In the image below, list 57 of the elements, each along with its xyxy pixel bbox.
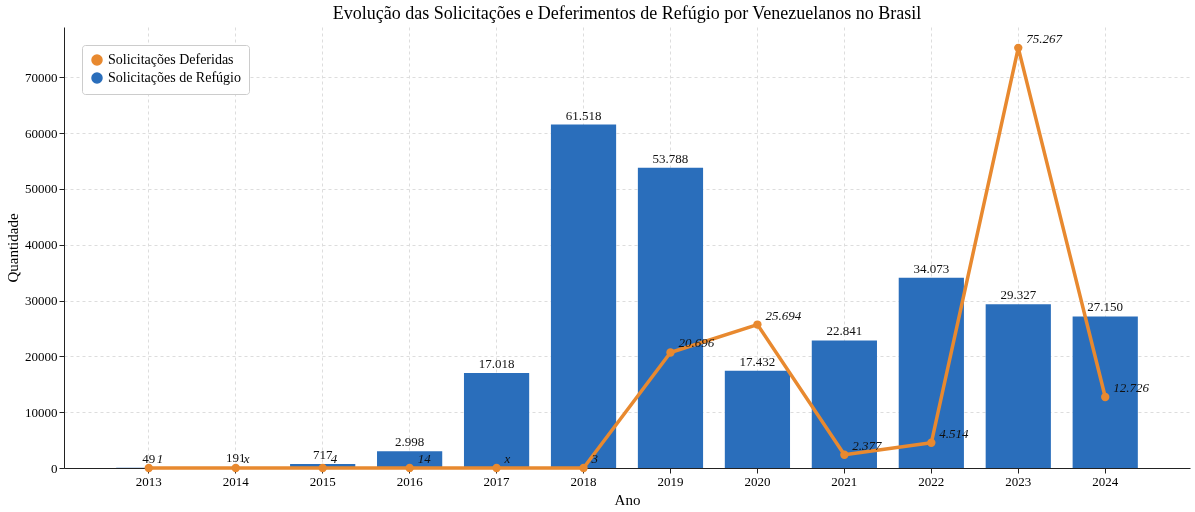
data-label: 17.432	[739, 353, 776, 369]
point	[1101, 392, 1110, 402]
point	[405, 463, 414, 473]
y-axis-title: Quantidade	[5, 213, 21, 283]
legend-label: Solicitações Deferidas	[108, 52, 234, 67]
point	[318, 463, 327, 473]
data-label: 14	[417, 450, 432, 466]
data-label: 53.788	[652, 150, 689, 166]
y-tick-label: 0	[51, 460, 58, 476]
x-tick-label: 2019	[657, 473, 684, 489]
x-tick-label: 2024	[1092, 473, 1119, 489]
x-tick-label: 2021	[831, 473, 858, 489]
y-tick-label: 60000	[25, 125, 58, 141]
data-label: 22.841	[826, 323, 863, 339]
data-label: 27.150	[1087, 299, 1124, 315]
data-label: 3	[590, 450, 599, 466]
x-axis-title: Ano	[614, 491, 641, 508]
point	[840, 450, 849, 459]
x-tick-label: 2018	[570, 473, 597, 489]
y-tick-label: 10000	[25, 404, 58, 420]
point	[144, 463, 153, 473]
x-tick-label: 2022	[918, 473, 945, 489]
y-tick-label: 30000	[25, 293, 58, 309]
data-label: 17.018	[478, 356, 515, 371]
point	[579, 463, 588, 473]
point	[231, 463, 240, 473]
data-label: x	[503, 451, 511, 466]
chart-title: Evolução das Solicitações e Deferimentos de Refúgio por Venezuelanos no Brasil	[332, 3, 922, 23]
x-tick-label: 2017	[483, 473, 511, 489]
x-tick-label: 2015	[309, 473, 336, 489]
data-label: 49	[142, 450, 156, 466]
point	[927, 438, 936, 447]
x-tick-label: 2016	[396, 473, 424, 489]
data-label: 20.696	[678, 335, 715, 351]
data-label: 25.694	[765, 307, 802, 323]
data-label: 1	[156, 450, 164, 466]
data-label: 2.998	[395, 434, 425, 450]
x-tick-label: 2013	[135, 473, 162, 489]
legend-label: Solicitações de Refúgio	[108, 70, 241, 85]
bar	[985, 304, 1051, 468]
y-tick-label: 40000	[25, 237, 58, 253]
x-tick-label: 2023	[1005, 473, 1032, 489]
data-label: 34.073	[913, 260, 950, 276]
x-tick-label: 2014	[222, 473, 250, 489]
bar	[550, 124, 617, 468]
point	[492, 463, 501, 473]
y-tick-label: 50000	[25, 181, 58, 197]
x-tick-label: 2020	[744, 473, 771, 489]
y-tick-label: 70000	[25, 69, 58, 85]
bar	[463, 373, 530, 468]
y-tick-label: 20000	[25, 348, 58, 364]
data-label: 29.327	[1000, 287, 1037, 303]
point	[666, 348, 675, 357]
data-label: 75.267	[1026, 30, 1063, 46]
point	[753, 320, 762, 329]
bar	[724, 370, 791, 468]
data-label: 61.518	[565, 107, 602, 123]
